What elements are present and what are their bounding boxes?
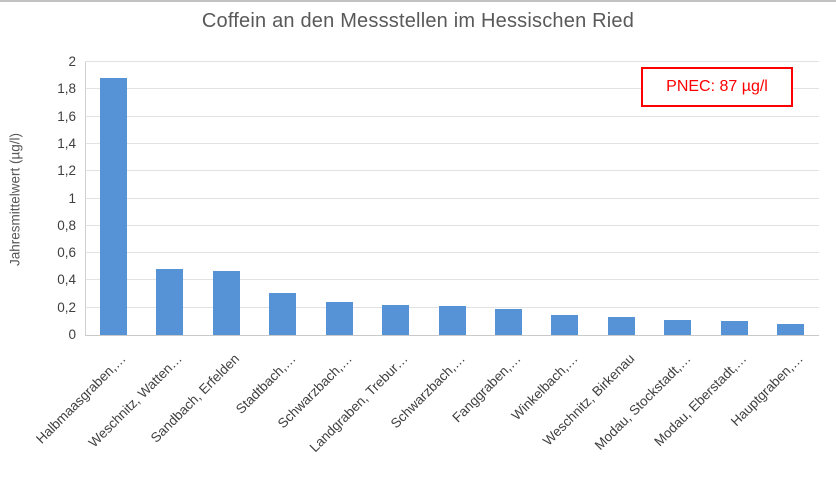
chart-title: Coffein an den Messstellen im Hessischen… (201, 10, 635, 32)
bar (325, 302, 353, 335)
bar (212, 270, 240, 335)
y-tick-label: 1 (68, 190, 76, 206)
bar (664, 319, 692, 335)
bar (382, 304, 410, 335)
y-tick-label: 1,4 (57, 135, 76, 151)
y-tick-label: 0,4 (57, 272, 76, 288)
y-tick-label: 1,6 (57, 108, 76, 124)
y-tick-label: 0 (68, 327, 76, 342)
y-axis-title: Jahresmittelwert (µg/l) (7, 132, 23, 267)
gridline (85, 142, 819, 144)
y-tick-label: 0,2 (57, 299, 76, 315)
bar (607, 317, 635, 335)
bar (269, 292, 297, 335)
pnec-annotation: PNEC: 87 µg/l (641, 67, 793, 107)
bar (156, 269, 184, 335)
x-category-label: Weschnitz, Watten… (86, 351, 186, 451)
gridline (85, 252, 819, 254)
plot-area (85, 61, 819, 336)
bar (777, 324, 805, 335)
gridline (85, 170, 819, 172)
gridline (85, 224, 819, 226)
gridline (85, 197, 819, 199)
pnec-annotation-label: PNEC: 87 µg/l (666, 78, 768, 95)
x-category-label: Halbmaasgraben,… (33, 351, 129, 447)
y-tick-label: 1,2 (57, 163, 76, 179)
y-tick-label: 0,6 (57, 245, 76, 261)
bar (551, 314, 579, 335)
y-axis-line (85, 62, 86, 335)
bar (494, 309, 522, 335)
window-top-border (0, 0, 836, 2)
x-axis-line (85, 335, 819, 336)
bar (99, 78, 127, 335)
x-category-label: Modau, Stockstadt,… (591, 351, 694, 453)
gridline (85, 279, 819, 281)
y-tick-label: 0,8 (57, 217, 76, 233)
x-category-label: Landgraben, Trebur… (307, 351, 412, 456)
bar (438, 306, 466, 335)
y-tick-label: 1,8 (57, 81, 76, 97)
gridline (85, 61, 819, 62)
y-tick-label: 2 (68, 54, 76, 69)
bar (720, 321, 748, 335)
gridline (85, 115, 819, 117)
gridline (85, 88, 819, 90)
